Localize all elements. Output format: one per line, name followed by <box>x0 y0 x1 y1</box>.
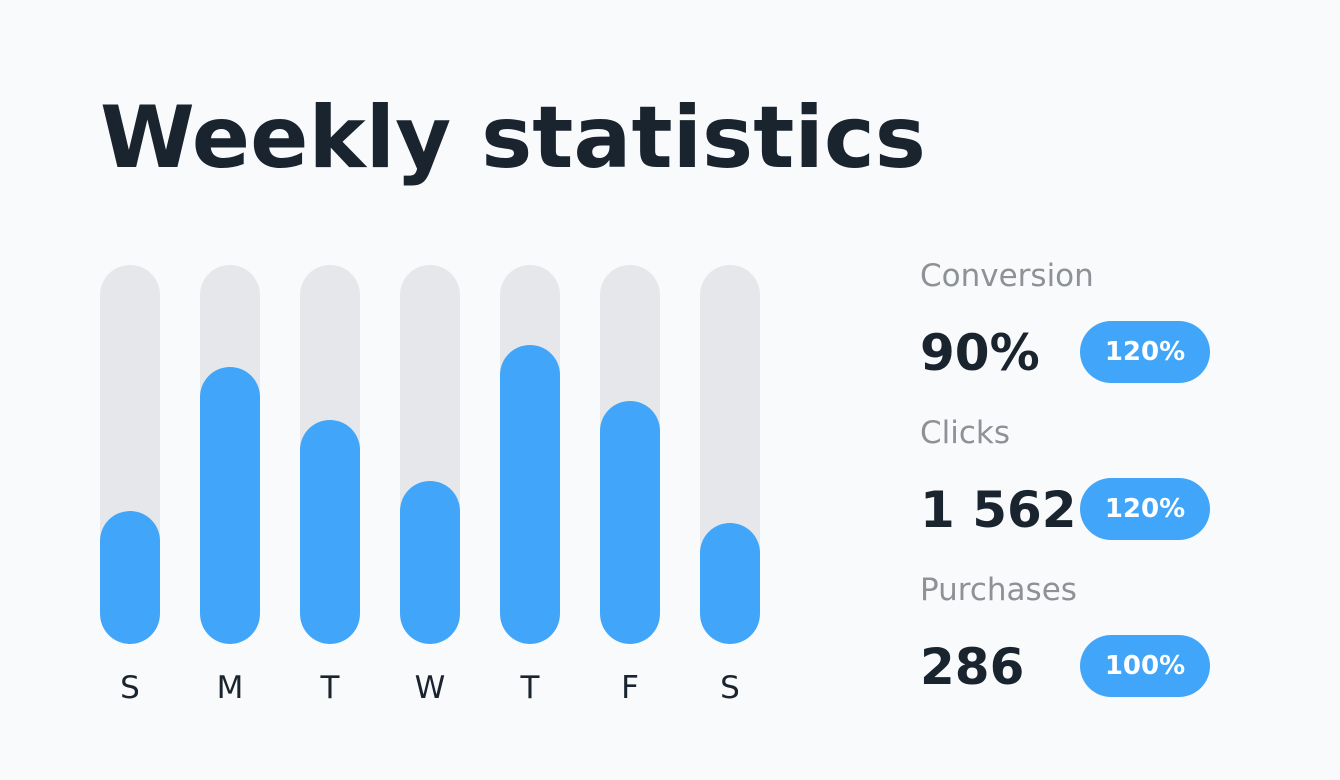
stat-value: 90% <box>920 324 1040 382</box>
bar-fill <box>400 481 460 644</box>
stat-label: Conversion <box>920 258 1094 294</box>
stat-value: 286 <box>920 638 1025 696</box>
bar-3 <box>400 265 460 644</box>
bar-track <box>600 265 660 644</box>
stat-conversion: Conversion 90% 120% <box>920 258 1320 415</box>
bar-2 <box>300 265 360 644</box>
x-tick-label: S <box>720 670 740 706</box>
page-title: Weekly statistics <box>100 88 926 188</box>
stat-purchases: Purchases 286 100% <box>920 572 1320 729</box>
x-tick-label: M <box>216 670 244 706</box>
bar-fill <box>200 367 260 644</box>
stat-change-badge: 120% <box>1080 478 1210 540</box>
bar-fill <box>300 420 360 644</box>
x-tick-label: W <box>414 670 446 706</box>
bar-track <box>700 265 760 644</box>
x-tick-label: T <box>520 670 540 706</box>
stat-change-badge: 100% <box>1080 635 1210 697</box>
stat-value: 1 562 <box>920 481 1077 539</box>
stat-change-badge: 120% <box>1080 321 1210 383</box>
bar-fill <box>100 511 160 644</box>
stat-clicks: Clicks 1 562 120% <box>920 415 1320 572</box>
bar-fill <box>700 523 760 644</box>
bar-6 <box>700 265 760 644</box>
x-tick-label: S <box>120 670 140 706</box>
x-tick-label: F <box>621 670 639 706</box>
stats-panel: Conversion 90% 120% Clicks 1 562 120% Pu… <box>920 258 1320 729</box>
bar-fill <box>500 345 560 644</box>
bar-track <box>300 265 360 644</box>
x-tick-label: T <box>320 670 340 706</box>
bar-track <box>500 265 560 644</box>
stat-label: Purchases <box>920 572 1077 608</box>
bar-track <box>400 265 460 644</box>
bar-track <box>200 265 260 644</box>
bar-fill <box>600 401 660 644</box>
bar-0 <box>100 265 160 644</box>
bar-4 <box>500 265 560 644</box>
bar-track <box>100 265 160 644</box>
bar-1 <box>200 265 260 644</box>
stat-label: Clicks <box>920 415 1011 451</box>
bar-5 <box>600 265 660 644</box>
